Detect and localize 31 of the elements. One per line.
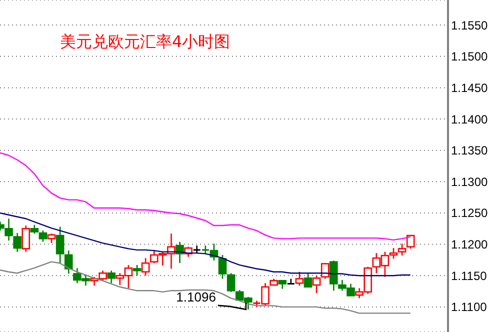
- y-tick-label: 1.1150: [451, 268, 488, 283]
- y-tick-label: 1.1450: [451, 80, 488, 95]
- y-tick-label: 1.1250: [451, 206, 488, 220]
- y-tick-label: 1.1400: [451, 112, 488, 126]
- y-tick-label: 1.1350: [451, 144, 488, 158]
- candlestick: [22, 224, 30, 252]
- line-series: [0, 152, 411, 241]
- text: 美元兑欧元汇率4小时图: [60, 32, 230, 53]
- y-tick-label: 1.1300: [451, 174, 488, 189]
- annotation: 1.1096: [176, 289, 216, 304]
- candlestick: [406, 234, 415, 250]
- candlestick: [226, 272, 236, 293]
- candlestick: [320, 262, 330, 280]
- candlestick: [47, 233, 56, 244]
- y-tick-label: 1.1200: [451, 238, 488, 252]
- y-tick-label: 1.1500: [451, 50, 488, 64]
- candlestick: [64, 250, 73, 274]
- candlestick: [13, 232, 22, 252]
- candlestick: [56, 226, 64, 264]
- candlestick: [304, 273, 312, 288]
- candlestick: [312, 274, 321, 294]
- candlestick: [218, 254, 227, 280]
- candlestick: [330, 260, 338, 292]
- candlestick: [107, 270, 116, 284]
- candlestick: [295, 271, 304, 286]
- candlestick: [132, 264, 142, 276]
- y-tick-label: 1.1550: [451, 18, 488, 32]
- candlestick: [398, 243, 406, 256]
- candlestick: [38, 230, 48, 242]
- y-tick-label: 1.1100: [451, 300, 488, 314]
- candlestick: [141, 257, 150, 276]
